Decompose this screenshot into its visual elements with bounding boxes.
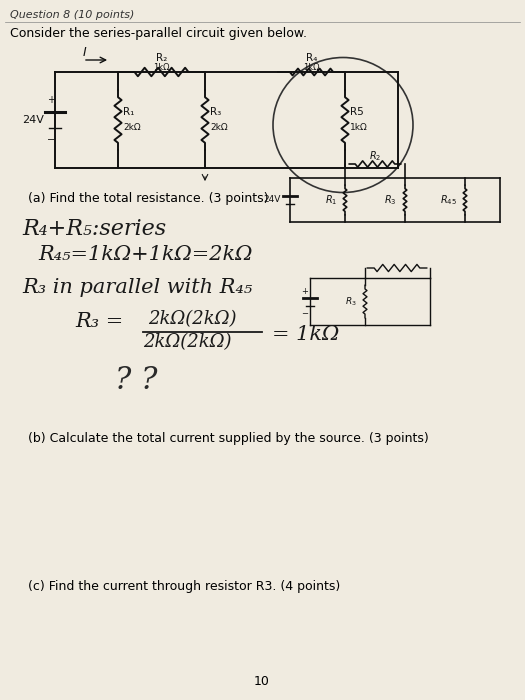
Text: R₁: R₁ <box>123 107 134 117</box>
Text: 1kΩ: 1kΩ <box>350 123 367 132</box>
Text: R₄₅=1kΩ+1kΩ=2kΩ: R₄₅=1kΩ+1kΩ=2kΩ <box>38 245 253 264</box>
Text: 2kΩ: 2kΩ <box>123 123 141 132</box>
Text: $R_3$: $R_3$ <box>345 295 357 308</box>
Text: 1kΩ: 1kΩ <box>153 62 170 71</box>
Text: $R_1$: $R_1$ <box>324 193 337 207</box>
Text: +: + <box>301 287 309 296</box>
Text: 1kΩ: 1kΩ <box>303 62 320 71</box>
Text: R₃ =: R₃ = <box>75 312 123 331</box>
Text: +: + <box>47 95 55 105</box>
Text: 2kΩ: 2kΩ <box>210 123 228 132</box>
Text: −: − <box>47 135 55 145</box>
Text: Question 8 (10 points): Question 8 (10 points) <box>10 10 134 20</box>
Text: R5: R5 <box>350 107 364 117</box>
Text: R₃ in parallel with R₄₅: R₃ in parallel with R₄₅ <box>22 278 252 297</box>
Text: $R_2$: $R_2$ <box>369 149 381 163</box>
Text: = 1kΩ: = 1kΩ <box>272 325 339 344</box>
Text: R₃: R₃ <box>210 107 221 117</box>
Text: 2kΩ(2kΩ): 2kΩ(2kΩ) <box>143 333 232 351</box>
Text: Consider the series-parallel circuit given below.: Consider the series-parallel circuit giv… <box>10 27 307 40</box>
Text: R₂: R₂ <box>156 53 167 63</box>
Text: $R_3$: $R_3$ <box>384 193 397 207</box>
Text: ? ?: ? ? <box>115 365 158 396</box>
Text: 24V: 24V <box>264 195 281 204</box>
Text: $R_{45}$: $R_{45}$ <box>440 193 457 207</box>
Text: R₄: R₄ <box>306 53 317 63</box>
Text: 24V: 24V <box>22 115 44 125</box>
Text: −: − <box>301 309 309 318</box>
Text: I: I <box>83 46 87 59</box>
Text: 2kΩ(2kΩ): 2kΩ(2kΩ) <box>148 310 236 328</box>
Text: (a) Find the total resistance. (3 points): (a) Find the total resistance. (3 points… <box>28 192 268 205</box>
Text: 10: 10 <box>254 675 270 688</box>
Text: (c) Find the current through resistor R3. (4 points): (c) Find the current through resistor R3… <box>28 580 340 593</box>
Text: (b) Calculate the total current supplied by the source. (3 points): (b) Calculate the total current supplied… <box>28 432 429 445</box>
Text: R₄+R₅:series: R₄+R₅:series <box>22 218 166 240</box>
